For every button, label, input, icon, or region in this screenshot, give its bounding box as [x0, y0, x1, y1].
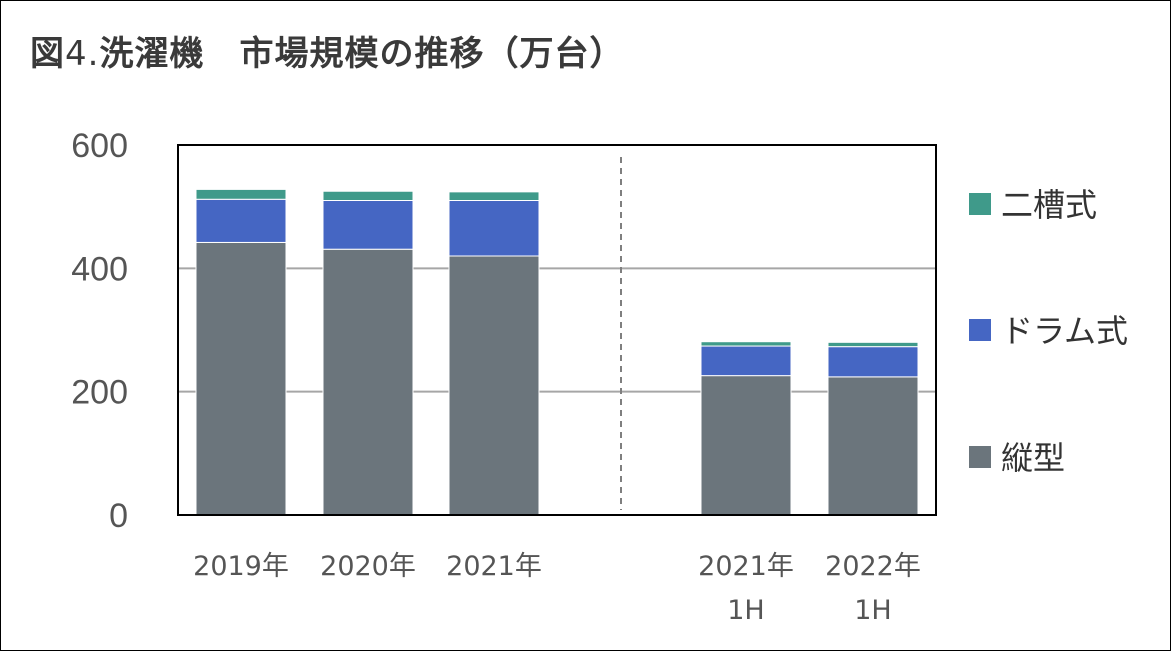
bar-segment: [322, 200, 414, 250]
bar-segment: [448, 191, 540, 202]
plot-area: [177, 144, 937, 516]
bar-segment: [700, 341, 792, 347]
bar-segment: [322, 190, 414, 201]
bar-segment: [827, 376, 919, 516]
x-tick-label: 2020年: [320, 551, 416, 582]
y-tick-label: 200: [71, 374, 128, 412]
legend-label: 二槽式: [1001, 186, 1097, 224]
y-tick-label: 0: [109, 497, 128, 535]
bar-segment: [322, 248, 414, 516]
bar-segment: [448, 255, 540, 516]
x-tick-label: 1H: [727, 595, 764, 626]
bar-segment: [195, 198, 287, 243]
bar-segment: [700, 345, 792, 377]
y-tick-label: 600: [71, 127, 128, 165]
title-number: 4.: [65, 34, 100, 74]
legend-swatch: [969, 319, 991, 341]
legend-label: 縦型: [1001, 439, 1065, 477]
x-tick-label: 2021年: [446, 551, 542, 582]
y-tick-label: 400: [71, 250, 128, 288]
bar-segment: [827, 346, 919, 378]
bar-segment: [448, 200, 540, 257]
x-tick-label: 1H: [854, 595, 891, 626]
x-tick-label: 2021年: [698, 551, 794, 582]
bar-segment: [195, 188, 287, 200]
legend-swatch: [969, 193, 991, 215]
legend-label: ドラム式: [1001, 312, 1128, 350]
title-prefix: 図: [30, 34, 65, 74]
legend-swatch: [969, 446, 991, 468]
title-text: 洗濯機 市場規模の推移（万台）: [99, 34, 625, 74]
bar-segment: [195, 241, 287, 516]
bar-segment: [700, 375, 792, 516]
bar-segment: [827, 341, 919, 348]
x-tick-label: 2019年: [193, 551, 289, 582]
chart-title: 図4.洗濯機 市場規模の推移（万台）: [30, 26, 624, 75]
x-tick-label: 2022年: [825, 551, 921, 582]
